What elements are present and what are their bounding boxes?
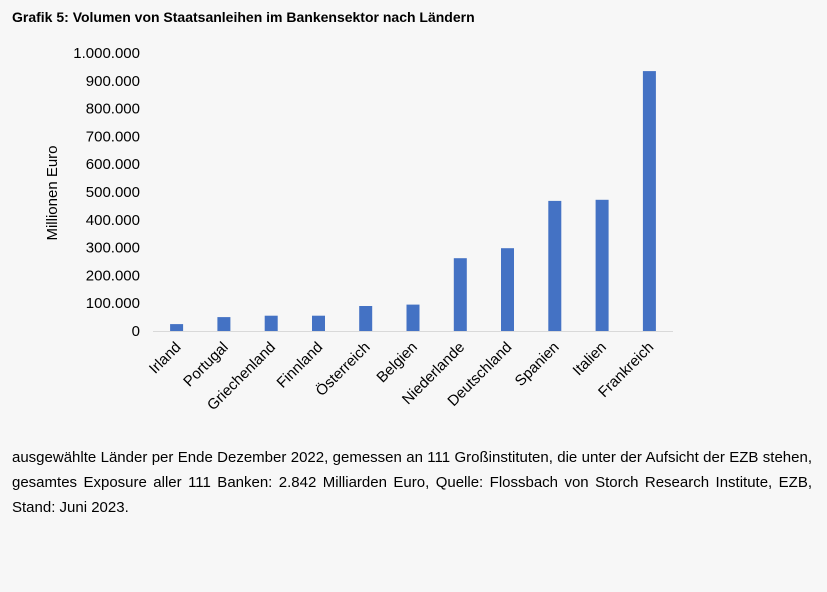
bar-finnland — [312, 315, 325, 331]
y-tick-label: 100.000 — [86, 295, 140, 312]
y-tick-label: 400.000 — [86, 212, 140, 229]
x-tick-label: Belgien — [373, 339, 420, 386]
y-tick-label: 500.000 — [86, 184, 140, 201]
bar-belgien — [406, 304, 420, 331]
x-tick-label: Italien — [570, 339, 610, 379]
chart-title: Grafik 5: Volumen von Staatsanleihen im … — [12, 9, 475, 25]
y-tick-label: 900.000 — [86, 73, 140, 90]
bar-chart: 0 100.000 200.000 300.000 400.000 500.000 600.… — [44, 45, 673, 414]
chart-caption: ausgewählte Länder per Ende Dezember 202… — [12, 449, 812, 516]
y-tick-label: 300.000 — [86, 240, 140, 257]
y-tick-label: 0 — [132, 323, 140, 340]
y-tick-label: 600.000 — [86, 156, 140, 173]
bars — [170, 71, 656, 331]
bar-italien — [595, 199, 609, 331]
y-tick-label: 800.000 — [86, 101, 140, 118]
bar-deutschland — [501, 248, 514, 331]
y-axis-tick-labels: 0 100.000 200.000 300.000 400.000 500.000 600.… — [73, 45, 140, 340]
bar-portugal — [217, 317, 231, 331]
x-tick-label: Spanien — [512, 339, 563, 390]
bar-frankreich — [642, 71, 656, 331]
bar-griechenland — [264, 315, 278, 331]
bar-spanien — [548, 200, 562, 331]
x-tick-label: Irland — [146, 339, 185, 378]
x-axis-tick-labels: IrlandPortugalGriechenlandFinnlandÖsterr… — [146, 338, 657, 414]
y-tick-label: 200.000 — [86, 267, 140, 284]
bar-niederlande — [453, 258, 467, 331]
bar-österreich — [359, 306, 373, 331]
bar-irland — [170, 324, 184, 331]
y-tick-label: 700.000 — [86, 128, 140, 145]
y-tick-label: 1.000.000 — [73, 45, 140, 62]
y-axis-label: Millionen Euro — [44, 145, 61, 240]
